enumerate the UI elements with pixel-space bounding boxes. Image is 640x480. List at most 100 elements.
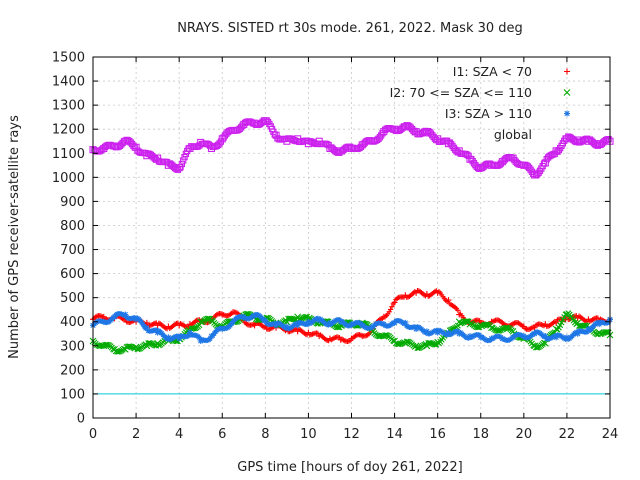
- data-point: [595, 329, 603, 336]
- legend-marker: [563, 89, 571, 96]
- y-tick-label: 800: [60, 219, 85, 234]
- data-point: [531, 330, 538, 337]
- series-0: [90, 288, 613, 345]
- data-point: [294, 322, 301, 329]
- series-trace-marker: [181, 154, 188, 161]
- legend-label: I1: SZA < 70: [453, 64, 532, 79]
- data-point: [262, 317, 269, 324]
- data-point: [154, 340, 162, 347]
- data-point: [283, 323, 290, 330]
- x-tick-label: 14: [386, 427, 403, 442]
- data-point: [412, 342, 420, 350]
- data-point: [111, 346, 118, 353]
- data-point: [585, 325, 592, 332]
- data-point: [477, 164, 485, 172]
- data-point: [477, 334, 484, 341]
- data-point: [208, 317, 215, 324]
- data-point: [207, 144, 216, 153]
- x-tick-label: 10: [300, 427, 317, 442]
- y-tick-label: 700: [60, 243, 85, 258]
- data-point: [186, 144, 194, 153]
- data-point: [445, 329, 452, 336]
- data-point: [122, 311, 129, 318]
- data-point: [132, 143, 140, 151]
- data-point: [498, 158, 506, 166]
- data-point: [337, 336, 344, 343]
- series-2: [90, 311, 613, 344]
- y-axis-ticks: 0 100 200 300 400 500 600 700 800 900 1000 1100 1200…: [52, 51, 610, 427]
- data-point: [294, 313, 302, 321]
- y-tick-label: 500: [60, 291, 85, 306]
- data-point: [466, 333, 473, 340]
- data-point: [219, 325, 226, 332]
- data-point: [337, 147, 345, 155]
- data-point: [240, 313, 247, 320]
- data-point: [186, 329, 193, 336]
- legend: I1: SZA < 70 I2: 70 <= SZA <= 110 I3: SZA …: [390, 64, 571, 142]
- data-point: [229, 126, 237, 134]
- data-point: [596, 321, 603, 328]
- data-point: [402, 319, 409, 326]
- x-axis-label: GPS time [hours of doy 261, 2022]: [237, 460, 462, 475]
- data-point: [413, 289, 420, 296]
- series-trace-marker: [254, 311, 260, 318]
- data-point: [165, 334, 172, 341]
- data-point: [111, 313, 118, 320]
- x-tick-label: 12: [343, 427, 360, 442]
- series-trace-marker: [153, 327, 159, 333]
- y-tick-label: 1500: [52, 51, 85, 66]
- x-tick-label: 24: [602, 427, 619, 442]
- data-point: [347, 144, 356, 153]
- data-point: [165, 323, 172, 330]
- data-point: [251, 119, 259, 127]
- data-point: [466, 320, 474, 328]
- data-point: [520, 161, 528, 169]
- series-trace-marker: [389, 304, 395, 310]
- series-trace-marker: [207, 336, 213, 342]
- data-point: [412, 128, 420, 136]
- data-point: [391, 299, 398, 306]
- data-point: [574, 319, 582, 327]
- data-point: [434, 329, 441, 336]
- data-point: [261, 117, 269, 125]
- data-point: [100, 318, 107, 325]
- data-point: [434, 289, 441, 296]
- legend-marker: [564, 110, 570, 117]
- data-point: [315, 137, 323, 145]
- data-point: [359, 333, 366, 340]
- data-point: [272, 131, 280, 139]
- data-point: [563, 135, 571, 143]
- data-point: [413, 325, 420, 332]
- data-point: [391, 337, 398, 345]
- series-trace-marker: [180, 157, 187, 164]
- y-axis-label: Number of GPS receiver-satellite rays: [7, 115, 22, 359]
- y-tick-label: 400: [60, 315, 85, 330]
- data-point: [401, 123, 409, 131]
- data-point: [219, 311, 226, 318]
- series-trace-marker: [185, 333, 192, 339]
- data-point: [510, 334, 517, 341]
- data-point: [304, 140, 312, 148]
- data-point: [402, 292, 409, 299]
- data-point: [348, 321, 355, 328]
- data-point: [380, 313, 387, 320]
- x-tick-label: 2: [132, 427, 140, 442]
- x-tick-label: 16: [429, 427, 446, 442]
- data-point: [584, 137, 593, 145]
- data-point: [154, 154, 162, 162]
- series-trace-marker: [455, 307, 461, 313]
- y-tick-label: 1400: [52, 75, 85, 90]
- y-tick-label: 300: [60, 339, 85, 354]
- data-point: [541, 159, 549, 167]
- data-point: [316, 317, 323, 324]
- data-point: [380, 332, 388, 340]
- data-point: [455, 318, 463, 326]
- data-point: [197, 337, 204, 344]
- data-point: [520, 323, 527, 330]
- data-point: [283, 318, 291, 326]
- data-point: [444, 140, 452, 148]
- data-point: [294, 135, 302, 143]
- series-trace-marker: [387, 306, 394, 312]
- data-point: [359, 322, 366, 329]
